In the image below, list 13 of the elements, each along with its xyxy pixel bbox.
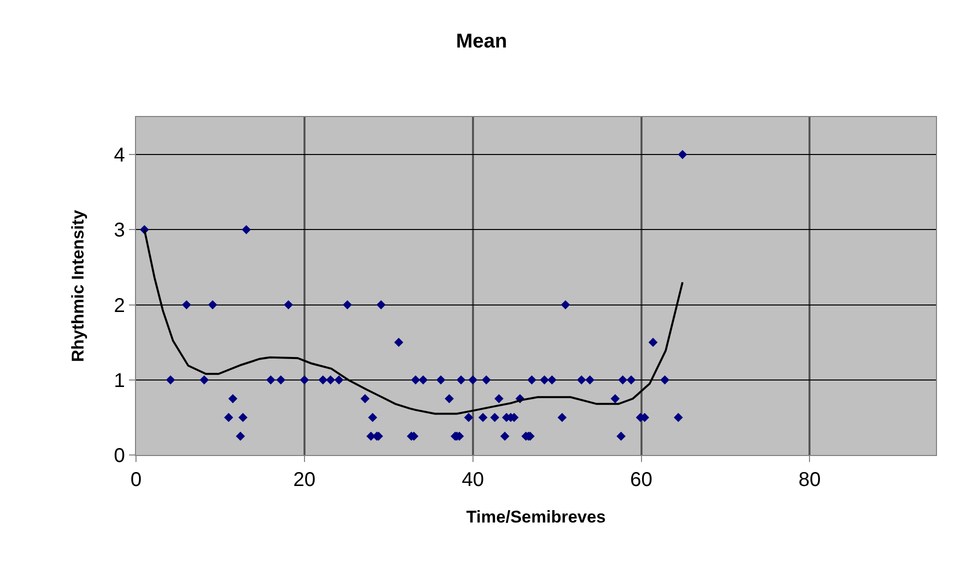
- y-tick-label: 2: [114, 294, 125, 317]
- x-tick-label: 60: [630, 469, 652, 491]
- x-tick-label: 40: [462, 469, 484, 491]
- y-tick-label: 1: [114, 370, 125, 392]
- x-tick-label: 0: [130, 469, 142, 491]
- x-axis-title: Time/Semibreves: [466, 507, 606, 526]
- y-tick-label: 3: [114, 220, 125, 242]
- y-tick-label: 0: [114, 445, 125, 467]
- y-tick-label: 4: [114, 144, 125, 167]
- y-axis-title: Rhythmic Intensity: [68, 209, 88, 362]
- x-tick-label: 80: [798, 469, 821, 491]
- chart-title: Mean: [456, 30, 508, 52]
- x-tick-label: 20: [293, 469, 316, 491]
